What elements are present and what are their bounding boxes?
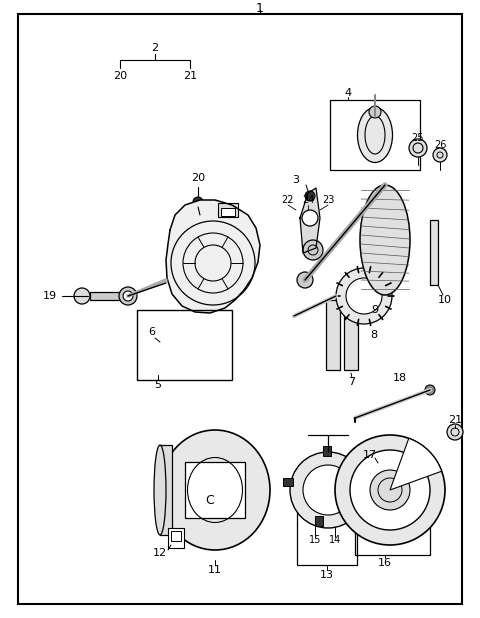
Circle shape xyxy=(74,288,90,304)
Circle shape xyxy=(297,272,313,288)
Circle shape xyxy=(193,197,203,207)
Ellipse shape xyxy=(160,430,270,550)
Circle shape xyxy=(303,465,353,515)
Text: 9: 9 xyxy=(372,305,379,315)
Bar xyxy=(430,220,438,285)
Text: 13: 13 xyxy=(320,570,334,580)
Circle shape xyxy=(447,424,463,440)
Text: 21: 21 xyxy=(448,415,462,425)
Bar xyxy=(330,100,420,170)
Circle shape xyxy=(425,385,435,395)
Text: 14: 14 xyxy=(329,535,341,545)
Bar xyxy=(315,516,323,526)
Text: 1: 1 xyxy=(256,1,264,14)
Ellipse shape xyxy=(360,185,410,295)
Text: 6: 6 xyxy=(148,327,156,337)
Bar xyxy=(218,203,238,217)
Text: 10: 10 xyxy=(438,295,452,305)
Wedge shape xyxy=(390,438,442,490)
Circle shape xyxy=(123,291,133,301)
Circle shape xyxy=(303,240,323,260)
Text: 18: 18 xyxy=(393,373,407,383)
Ellipse shape xyxy=(154,445,166,535)
Bar xyxy=(221,208,235,216)
Text: 25: 25 xyxy=(412,133,424,143)
Bar xyxy=(297,500,357,565)
Circle shape xyxy=(335,435,445,545)
Bar xyxy=(90,292,128,300)
Text: 11: 11 xyxy=(208,565,222,575)
Text: 5: 5 xyxy=(155,380,161,390)
Text: 20: 20 xyxy=(191,173,205,183)
Ellipse shape xyxy=(358,108,393,163)
Text: 17: 17 xyxy=(363,450,377,460)
Circle shape xyxy=(302,210,318,226)
Polygon shape xyxy=(300,188,320,253)
Bar xyxy=(326,300,340,370)
Circle shape xyxy=(305,191,315,201)
Bar xyxy=(353,486,363,494)
Text: 2: 2 xyxy=(151,43,158,53)
Text: 4: 4 xyxy=(345,88,351,98)
Bar xyxy=(344,300,358,370)
Circle shape xyxy=(369,106,381,118)
Bar xyxy=(168,528,184,548)
Text: 21: 21 xyxy=(183,71,197,81)
Text: 16: 16 xyxy=(378,558,392,568)
Text: 22: 22 xyxy=(282,195,294,205)
Text: 20: 20 xyxy=(113,71,127,81)
Text: 19: 19 xyxy=(43,291,57,301)
Bar xyxy=(185,462,245,518)
Bar xyxy=(137,310,232,380)
Circle shape xyxy=(433,148,447,162)
Text: 26: 26 xyxy=(434,140,446,150)
Circle shape xyxy=(346,278,382,314)
Text: 8: 8 xyxy=(371,330,378,340)
Bar xyxy=(283,478,293,486)
Circle shape xyxy=(290,452,366,528)
Text: 3: 3 xyxy=(292,175,300,185)
Text: 7: 7 xyxy=(348,377,356,387)
Circle shape xyxy=(336,268,392,324)
Circle shape xyxy=(370,470,410,510)
Text: C: C xyxy=(205,494,215,507)
Bar xyxy=(160,445,172,535)
Text: 23: 23 xyxy=(322,195,334,205)
Bar xyxy=(355,460,430,555)
Bar xyxy=(171,531,181,541)
Text: 24: 24 xyxy=(302,195,314,205)
Circle shape xyxy=(119,287,137,305)
Text: 15: 15 xyxy=(309,535,321,545)
Text: 12: 12 xyxy=(153,548,167,558)
Bar xyxy=(323,446,331,456)
Polygon shape xyxy=(166,200,260,313)
Circle shape xyxy=(409,139,427,157)
Circle shape xyxy=(350,450,430,530)
